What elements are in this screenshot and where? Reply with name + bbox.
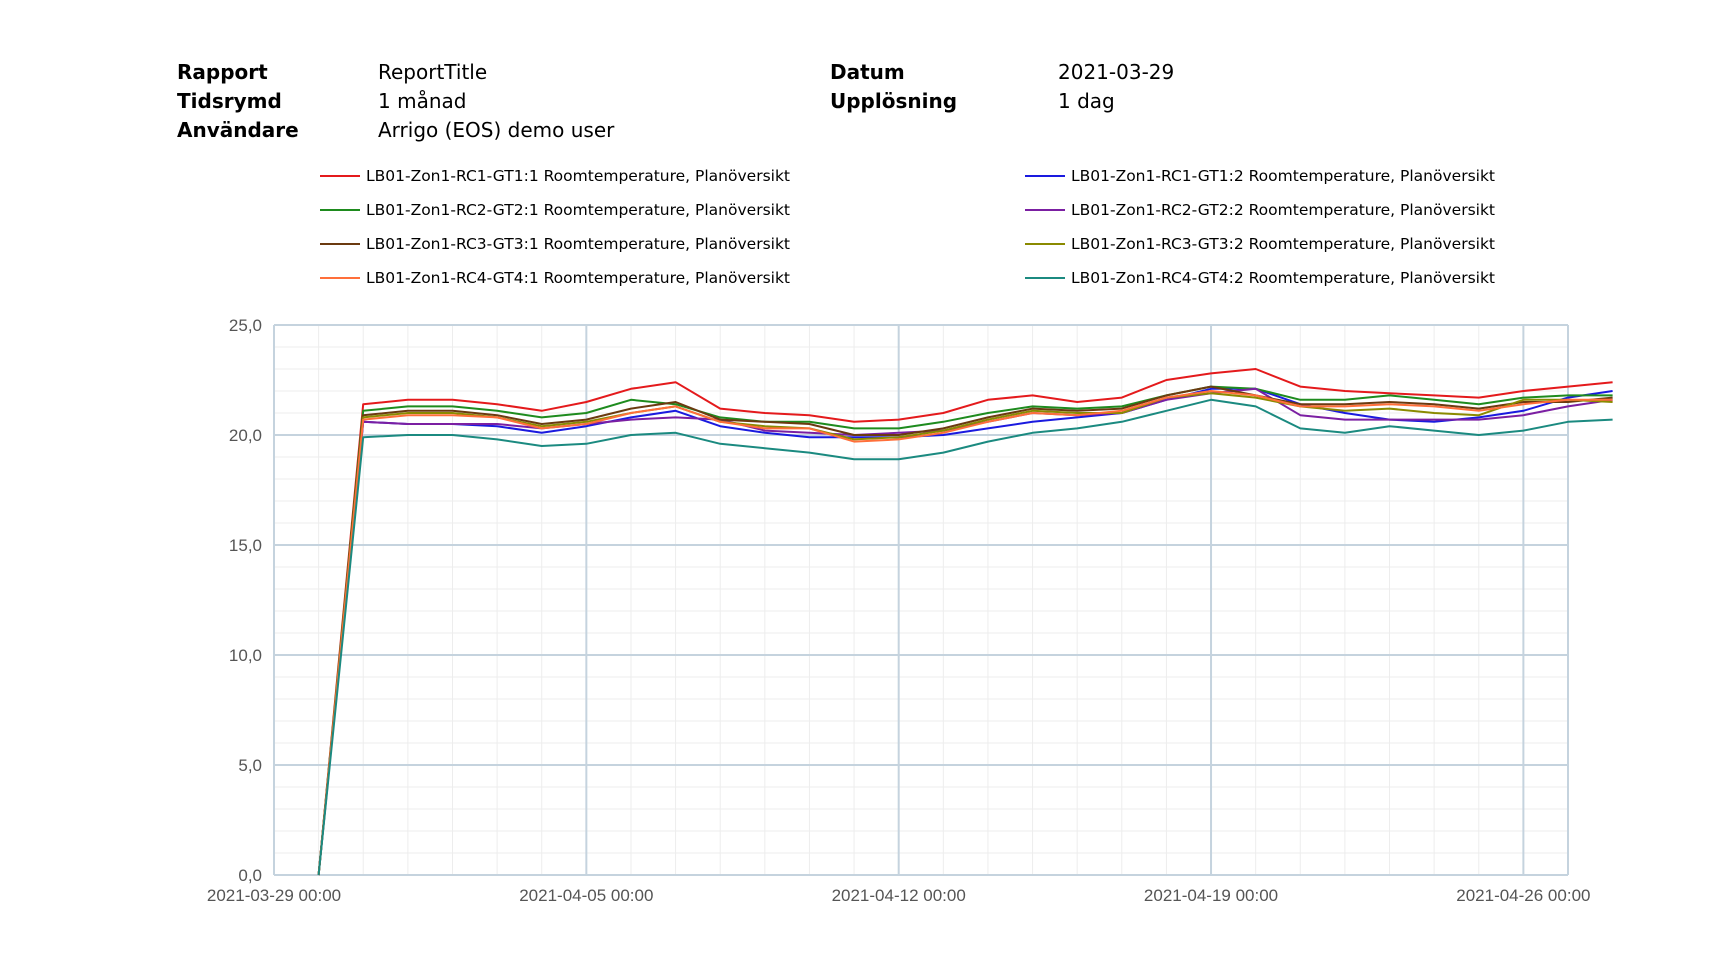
legend-swatch xyxy=(320,175,360,177)
report-value: ReportTitle xyxy=(378,60,488,84)
x-tick-label: 2021-03-29 00:00 xyxy=(207,886,341,905)
x-tick-label: 2021-04-12 00:00 xyxy=(832,886,966,905)
x-tick-label: 2021-04-19 00:00 xyxy=(1144,886,1278,905)
legend-swatch xyxy=(1025,277,1065,279)
legend-label: LB01-Zon1-RC3-GT3:2 Roomtemperature, Pla… xyxy=(1071,235,1496,253)
legend-swatch xyxy=(320,243,360,245)
y-tick-label: 15,0 xyxy=(229,536,262,555)
y-tick-label: 5,0 xyxy=(238,756,262,775)
y-tick-label: 0,0 xyxy=(238,866,262,885)
period-value: 1 månad xyxy=(378,89,467,113)
series-line xyxy=(317,392,1613,876)
user-value: Arrigo (EOS) demo user xyxy=(378,118,615,142)
date-label: Datum xyxy=(830,60,905,84)
legend-item[interactable]: LB01-Zon1-RC3-GT3:1 Roomtemperature, Pla… xyxy=(320,232,790,256)
resolution-value: 1 dag xyxy=(1058,89,1115,113)
series-line xyxy=(317,368,1613,876)
legend-item[interactable]: LB01-Zon1-RC2-GT2:1 Roomtemperature, Pla… xyxy=(320,198,790,222)
legend-swatch xyxy=(1025,243,1065,245)
period-label: Tidsrymd xyxy=(177,89,282,113)
resolution-label: Upplösning xyxy=(830,89,958,113)
series-line xyxy=(317,387,1613,876)
legend-label: LB01-Zon1-RC2-GT2:2 Roomtemperature, Pla… xyxy=(1071,201,1496,219)
series-line xyxy=(317,387,1613,876)
user-label: Användare xyxy=(177,118,299,142)
legend-label: LB01-Zon1-RC1-GT1:2 Roomtemperature, Pla… xyxy=(1071,167,1496,185)
y-tick-label: 10,0 xyxy=(229,646,262,665)
legend-label: LB01-Zon1-RC2-GT2:1 Roomtemperature, Pla… xyxy=(366,201,791,219)
legend-label: LB01-Zon1-RC4-GT4:2 Roomtemperature, Pla… xyxy=(1071,269,1496,287)
y-axis-labels: 0,0 5,0 10,0 15,0 20,0 25,0 xyxy=(229,316,262,885)
legend-item[interactable]: LB01-Zon1-RC1-GT1:2 Roomtemperature, Pla… xyxy=(1025,164,1495,188)
x-tick-label: 2021-04-26 00:00 xyxy=(1456,886,1590,905)
date-value: 2021-03-29 xyxy=(1058,60,1175,84)
report-label: Rapport xyxy=(177,60,268,84)
major-gridlines xyxy=(273,324,1569,876)
legend-item[interactable]: LB01-Zon1-RC4-GT4:2 Roomtemperature, Pla… xyxy=(1025,266,1495,290)
legend-item[interactable]: LB01-Zon1-RC2-GT2:2 Roomtemperature, Pla… xyxy=(1025,198,1495,222)
legend-label: LB01-Zon1-RC1-GT1:1 Roomtemperature, Pla… xyxy=(366,167,791,185)
legend-label: LB01-Zon1-RC3-GT3:1 Roomtemperature, Pla… xyxy=(366,235,791,253)
series-line xyxy=(317,390,1613,876)
legend-label: LB01-Zon1-RC4-GT4:1 Roomtemperature, Pla… xyxy=(366,269,791,287)
x-tick-label: 2021-04-05 00:00 xyxy=(519,886,653,905)
y-tick-label: 25,0 xyxy=(229,316,262,335)
legend-item[interactable]: LB01-Zon1-RC1-GT1:1 Roomtemperature, Pla… xyxy=(320,164,790,188)
y-tick-label: 20,0 xyxy=(229,426,262,445)
series-line xyxy=(317,398,1613,876)
legend-item[interactable]: LB01-Zon1-RC4-GT4:1 Roomtemperature, Pla… xyxy=(320,266,790,290)
series-line xyxy=(317,385,1613,876)
legend-swatch xyxy=(320,209,360,211)
series-line xyxy=(317,385,1613,876)
series-lines xyxy=(317,368,1613,876)
x-axis-labels: 2021-03-29 00:00 2021-04-05 00:00 2021-04-… xyxy=(207,886,1591,905)
legend-swatch xyxy=(1025,209,1065,211)
legend-swatch xyxy=(320,277,360,279)
legend-item[interactable]: LB01-Zon1-RC3-GT3:2 Roomtemperature, Pla… xyxy=(1025,232,1495,256)
legend-swatch xyxy=(1025,175,1065,177)
